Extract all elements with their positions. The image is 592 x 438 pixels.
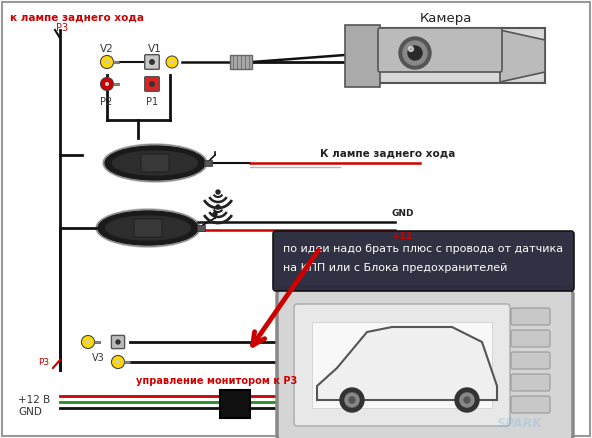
Text: по идеи надо брать плюс с провода от датчика: по идеи надо брать плюс с провода от дат… [283, 244, 563, 254]
FancyBboxPatch shape [511, 374, 550, 391]
FancyBboxPatch shape [204, 160, 212, 166]
Circle shape [460, 393, 474, 407]
FancyBboxPatch shape [144, 55, 159, 69]
FancyBboxPatch shape [197, 225, 205, 231]
Circle shape [106, 61, 108, 64]
FancyBboxPatch shape [345, 25, 380, 87]
Polygon shape [500, 30, 545, 82]
FancyBboxPatch shape [144, 77, 159, 91]
Circle shape [403, 41, 427, 65]
Text: к лампе заднего хода: к лампе заднего хода [10, 12, 144, 22]
Ellipse shape [105, 216, 191, 240]
FancyBboxPatch shape [94, 341, 99, 343]
FancyBboxPatch shape [511, 330, 550, 347]
Text: P3: P3 [38, 358, 49, 367]
Circle shape [408, 46, 422, 60]
Ellipse shape [105, 146, 205, 180]
Ellipse shape [103, 144, 207, 182]
Circle shape [455, 388, 479, 412]
Text: К лампе заднего хода: К лампе заднего хода [320, 148, 455, 158]
Circle shape [150, 82, 155, 86]
Circle shape [167, 57, 177, 67]
Circle shape [102, 57, 112, 67]
Circle shape [399, 37, 431, 69]
FancyBboxPatch shape [294, 304, 510, 426]
Text: управление монитором к Р3: управление монитором к Р3 [136, 376, 297, 386]
Text: Камера: Камера [420, 12, 472, 25]
FancyBboxPatch shape [220, 390, 250, 418]
FancyBboxPatch shape [312, 322, 492, 408]
FancyBboxPatch shape [134, 219, 162, 237]
FancyBboxPatch shape [350, 28, 545, 83]
Ellipse shape [98, 211, 198, 245]
Circle shape [117, 360, 120, 363]
Circle shape [86, 341, 89, 343]
Ellipse shape [112, 151, 198, 175]
Circle shape [112, 357, 123, 367]
FancyBboxPatch shape [230, 55, 252, 69]
Ellipse shape [96, 209, 200, 247]
Text: P2: P2 [100, 97, 112, 107]
Text: P3: P3 [56, 23, 68, 33]
Text: V3: V3 [92, 353, 105, 363]
FancyBboxPatch shape [511, 352, 550, 369]
Text: на КПП или с Блока предохранителей: на КПП или с Блока предохранителей [283, 263, 507, 273]
Text: GND: GND [392, 209, 414, 218]
Text: V1: V1 [148, 44, 162, 54]
FancyBboxPatch shape [141, 154, 169, 172]
Text: +12: +12 [392, 232, 412, 241]
Circle shape [213, 212, 217, 216]
Circle shape [171, 61, 173, 63]
FancyBboxPatch shape [113, 61, 118, 64]
Circle shape [83, 337, 94, 347]
FancyBboxPatch shape [277, 287, 573, 438]
FancyBboxPatch shape [273, 231, 574, 291]
Text: V2: V2 [100, 44, 114, 54]
Text: GND: GND [18, 407, 42, 417]
Circle shape [150, 60, 155, 64]
Text: SPARK: SPARK [497, 417, 543, 430]
Circle shape [102, 79, 112, 89]
FancyBboxPatch shape [511, 396, 550, 413]
Circle shape [349, 397, 355, 403]
Circle shape [408, 46, 413, 52]
FancyBboxPatch shape [124, 360, 130, 363]
Circle shape [340, 388, 364, 412]
Text: +12 В: +12 В [18, 395, 50, 405]
Circle shape [116, 340, 120, 344]
Circle shape [106, 83, 108, 85]
Circle shape [216, 205, 220, 209]
FancyBboxPatch shape [113, 83, 118, 85]
FancyBboxPatch shape [111, 336, 124, 349]
Text: P1: P1 [146, 97, 158, 107]
Circle shape [464, 397, 470, 403]
Circle shape [216, 190, 220, 194]
FancyBboxPatch shape [511, 308, 550, 325]
FancyBboxPatch shape [378, 28, 502, 72]
Polygon shape [317, 327, 497, 400]
Circle shape [345, 393, 359, 407]
